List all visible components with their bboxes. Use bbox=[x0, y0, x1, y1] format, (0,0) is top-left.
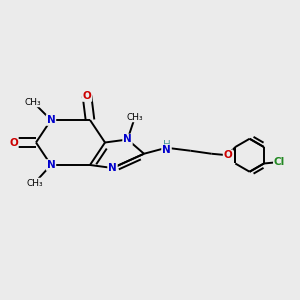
Text: N: N bbox=[108, 163, 117, 173]
Text: H: H bbox=[163, 140, 170, 150]
Text: CH₃: CH₃ bbox=[26, 178, 43, 188]
Text: N: N bbox=[162, 145, 171, 155]
Text: Cl: Cl bbox=[274, 157, 285, 167]
Text: N: N bbox=[123, 134, 132, 145]
Text: O: O bbox=[82, 91, 91, 101]
Text: N: N bbox=[46, 160, 56, 170]
Text: CH₃: CH₃ bbox=[25, 98, 41, 106]
Text: O: O bbox=[9, 137, 18, 148]
Text: N: N bbox=[46, 115, 56, 125]
Text: O: O bbox=[224, 150, 232, 160]
Text: CH₃: CH₃ bbox=[127, 112, 143, 122]
